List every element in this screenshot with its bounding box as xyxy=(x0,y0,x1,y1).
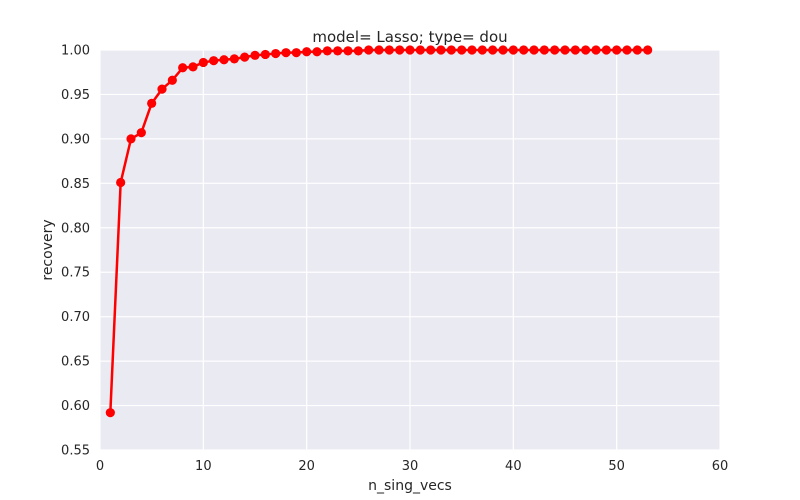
y-tick-label: 0.80 xyxy=(61,221,90,236)
data-point xyxy=(126,134,136,144)
data-point xyxy=(157,84,167,94)
data-point xyxy=(488,45,498,55)
data-point xyxy=(178,63,188,73)
x-tick-label: 50 xyxy=(608,459,625,474)
data-point xyxy=(343,46,353,56)
data-point xyxy=(405,45,415,55)
data-point xyxy=(550,45,560,55)
data-point xyxy=(477,45,487,55)
y-tick-labels: 0.55 0.60 0.65 0.70 0.75 0.80 0.85 0.90 0.95 1.00 xyxy=(61,44,90,459)
data-point xyxy=(240,52,250,62)
data-point xyxy=(519,45,529,55)
y-tick-label: 0.55 xyxy=(61,444,90,459)
y-tick-label: 0.95 xyxy=(61,88,90,103)
data-point xyxy=(601,45,611,55)
data-point xyxy=(312,47,322,57)
data-point xyxy=(333,46,343,56)
data-point xyxy=(508,45,518,55)
data-point xyxy=(457,45,467,55)
data-point xyxy=(570,45,580,55)
x-axis-label: n_sing_vecs xyxy=(368,478,452,494)
data-point xyxy=(632,45,642,55)
data-point xyxy=(198,57,208,68)
data-point xyxy=(291,48,301,58)
data-point xyxy=(229,54,239,64)
series-group xyxy=(105,45,653,418)
x-tick-label: 30 xyxy=(402,459,419,474)
data-point xyxy=(209,56,219,66)
chart-title: model= Lasso; type= dou xyxy=(312,28,507,46)
data-point xyxy=(147,98,157,108)
data-point xyxy=(539,45,549,55)
data-point xyxy=(643,45,653,55)
y-tick-label: 0.75 xyxy=(61,266,90,281)
data-point xyxy=(581,45,591,55)
data-point xyxy=(250,50,260,60)
x-tick-labels: 0 10 20 30 40 50 60 xyxy=(96,459,728,474)
y-tick-label: 0.70 xyxy=(61,310,90,325)
data-point xyxy=(467,45,477,55)
x-tick-label: 10 xyxy=(195,459,212,474)
data-point xyxy=(302,47,312,57)
y-tick-label: 0.90 xyxy=(61,132,90,147)
data-point xyxy=(136,128,146,138)
data-point xyxy=(446,45,456,55)
data-point xyxy=(529,45,539,55)
data-point xyxy=(426,45,436,55)
data-point xyxy=(498,45,508,55)
data-point xyxy=(116,177,126,188)
data-point xyxy=(622,45,632,55)
grid-lines xyxy=(99,49,721,451)
data-point xyxy=(188,62,198,72)
x-tick-label: 0 xyxy=(96,459,104,474)
data-point xyxy=(271,48,281,59)
data-point xyxy=(260,49,270,60)
data-point xyxy=(591,45,601,55)
data-point xyxy=(219,55,229,65)
data-point xyxy=(364,45,374,55)
x-tick-label: 20 xyxy=(298,459,315,474)
data-point xyxy=(395,45,405,55)
y-tick-label: 0.60 xyxy=(61,399,90,414)
data-point xyxy=(384,45,394,55)
data-point xyxy=(281,48,291,58)
data-point xyxy=(167,75,177,85)
x-tick-label: 40 xyxy=(505,459,522,474)
data-point xyxy=(436,45,446,55)
x-tick-label: 60 xyxy=(712,459,729,474)
data-point xyxy=(105,408,115,418)
data-point xyxy=(612,45,622,55)
data-point xyxy=(374,45,384,55)
data-point xyxy=(415,45,425,55)
data-point xyxy=(560,45,570,55)
data-point xyxy=(322,46,332,56)
y-tick-label: 1.00 xyxy=(61,44,90,59)
data-point xyxy=(353,46,363,56)
y-tick-label: 0.65 xyxy=(61,355,90,370)
y-tick-label: 0.85 xyxy=(61,177,90,192)
y-axis-label: recovery xyxy=(40,219,56,280)
